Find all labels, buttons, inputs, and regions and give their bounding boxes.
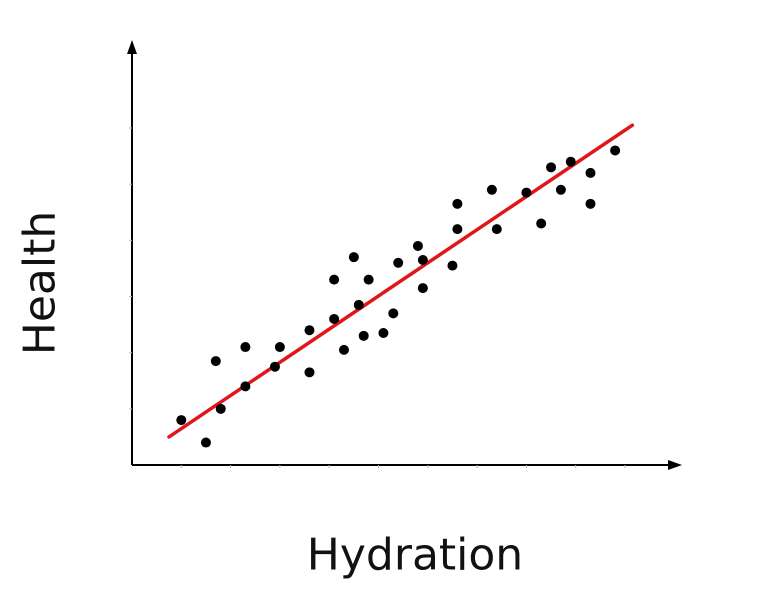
data-point xyxy=(304,325,315,336)
data-point xyxy=(176,415,187,426)
data-point xyxy=(200,437,211,448)
y-axis-arrowhead xyxy=(127,40,137,54)
data-points-layer xyxy=(176,145,621,448)
data-point xyxy=(210,356,221,367)
data-point xyxy=(555,184,566,195)
data-point xyxy=(417,254,428,265)
data-point xyxy=(329,274,340,285)
data-point xyxy=(536,218,547,229)
data-point xyxy=(447,260,458,271)
data-point xyxy=(348,252,359,263)
data-point xyxy=(363,274,374,285)
data-point xyxy=(388,308,399,319)
data-point xyxy=(358,330,369,341)
trendline xyxy=(167,123,635,439)
axes xyxy=(127,40,682,470)
data-point xyxy=(353,299,364,310)
data-point xyxy=(274,342,285,353)
data-point xyxy=(304,367,315,378)
y-axis-title: Health xyxy=(14,210,66,356)
data-point xyxy=(491,224,502,235)
data-point xyxy=(240,342,251,353)
data-point xyxy=(215,403,226,414)
data-point xyxy=(417,283,428,294)
data-point xyxy=(269,361,280,372)
axis-ticks xyxy=(129,127,626,468)
data-point xyxy=(240,381,251,392)
data-point xyxy=(393,257,404,268)
data-point xyxy=(585,198,596,209)
data-point xyxy=(565,156,576,167)
data-point xyxy=(486,184,497,195)
trendline-layer xyxy=(167,123,635,439)
x-axis-arrowhead xyxy=(668,460,682,470)
data-point xyxy=(546,162,557,173)
data-point xyxy=(521,187,532,198)
data-point xyxy=(610,145,621,156)
data-point xyxy=(452,198,463,209)
data-point xyxy=(378,328,389,339)
data-point xyxy=(329,313,340,324)
data-point xyxy=(452,224,463,235)
data-point xyxy=(412,240,423,251)
x-axis-title: Hydration xyxy=(306,529,524,581)
data-point xyxy=(585,167,596,178)
data-point xyxy=(338,344,349,355)
